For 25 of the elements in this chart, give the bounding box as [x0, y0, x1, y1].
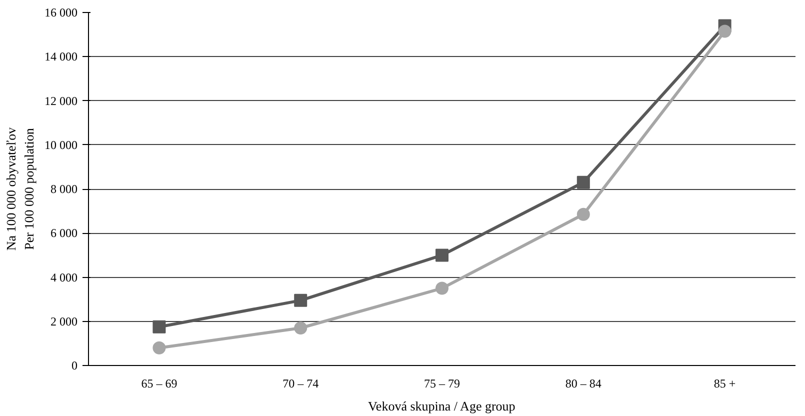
- point: [576, 176, 590, 189]
- y-tick-label: 16 000: [44, 6, 78, 20]
- x-tick-label: 80 – 84: [565, 376, 602, 390]
- y-tick-label: 10 000: [44, 138, 78, 152]
- point: [718, 24, 732, 38]
- point: [152, 341, 166, 354]
- x-tick-label: 75 – 79: [424, 376, 460, 390]
- y-tick-label: 6 000: [50, 226, 78, 240]
- point: [436, 282, 448, 295]
- y-tick-label: 2 000: [50, 314, 78, 328]
- y-tick-label: 4 000: [50, 270, 78, 284]
- point: [436, 248, 448, 262]
- y-tick-label: 8 000: [50, 182, 78, 196]
- y-tick-label: 14 000: [44, 50, 78, 64]
- x-tick-label: 70 – 74: [282, 376, 319, 390]
- point: [576, 208, 590, 221]
- point: [152, 320, 166, 334]
- y-axis-title: Na 100 000 obyvateľov Per 100 000 population: [4, 126, 36, 251]
- point: [294, 294, 308, 307]
- y-tick-label: 0: [72, 358, 78, 372]
- point: [294, 322, 308, 334]
- y-tick-label: 12 000: [44, 94, 78, 108]
- x-tick-label: 65 – 69: [141, 376, 178, 390]
- x-tick-label: 85 +: [714, 376, 736, 390]
- x-axis-title: Veková skupina / Age group: [368, 398, 516, 414]
